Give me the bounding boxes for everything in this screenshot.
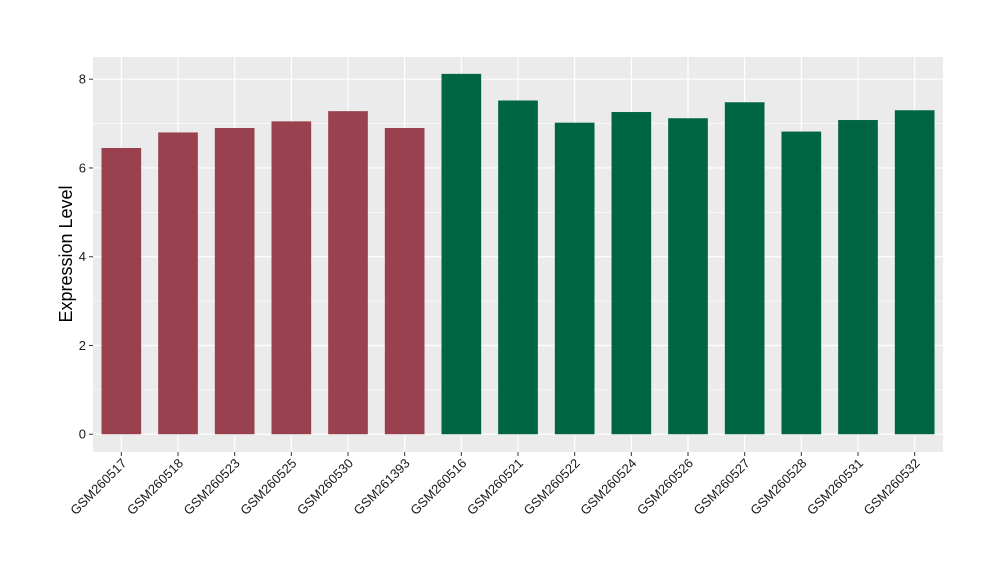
bar-GSM260528 [781, 131, 822, 435]
y-axis: 0 2 4 6 8 [79, 72, 93, 442]
x-tick-label: GSM260526 [634, 456, 696, 518]
y-tick-label: 2 [79, 338, 86, 353]
x-tick-label: GSM260525 [237, 456, 299, 518]
x-tick-label: GSM260523 [181, 456, 243, 518]
x-tick-label: GSM260532 [861, 456, 923, 518]
y-tick-label: 4 [79, 249, 86, 264]
y-tick-label: 0 [79, 427, 86, 442]
bar-GSM261393 [384, 128, 425, 435]
y-tick-label: 8 [79, 72, 86, 87]
bars [101, 73, 935, 435]
bar-GSM260522 [554, 122, 595, 435]
bar-GSM260531 [838, 120, 878, 435]
bar-GSM260517 [101, 147, 142, 435]
x-tick-label: GSM260530 [294, 456, 356, 518]
bar-GSM260525 [271, 121, 312, 435]
bar-GSM260526 [668, 118, 708, 435]
x-tick-label: GSM260516 [407, 456, 469, 518]
x-tick-label: GSM261393 [351, 456, 413, 518]
bar-GSM260532 [894, 110, 935, 435]
x-tick-label: GSM260518 [124, 456, 186, 518]
x-tick-label: GSM260528 [747, 456, 809, 518]
x-tick-label: GSM260517 [67, 456, 129, 518]
x-tick-label: GSM260527 [691, 456, 753, 518]
bar-GSM260524 [611, 112, 652, 435]
x-tick-label: GSM260531 [804, 456, 866, 518]
bar-GSM260527 [724, 102, 765, 435]
y-tick-label: 6 [79, 160, 86, 175]
x-tick-label: GSM260521 [464, 456, 526, 518]
y-axis-title: Expression Level [56, 185, 76, 322]
x-axis: GSM260517GSM260518GSM260523GSM260525GSM2… [67, 452, 923, 518]
bar-GSM260516 [441, 73, 482, 435]
x-tick-label: GSM260522 [521, 456, 583, 518]
bar-GSM260530 [328, 111, 368, 435]
bar-GSM260518 [158, 132, 198, 435]
bar-GSM260521 [498, 100, 538, 435]
bar-GSM260523 [214, 128, 255, 435]
x-tick-label: GSM260524 [577, 456, 639, 518]
